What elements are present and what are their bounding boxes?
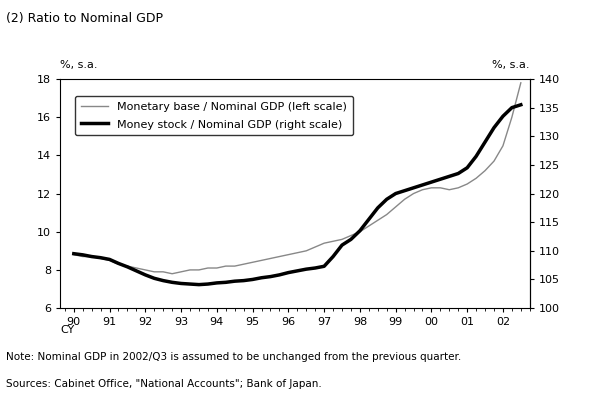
Text: Note: Nominal GDP in 2002/Q3 is assumed to be unchanged from the previous quarte: Note: Nominal GDP in 2002/Q3 is assumed …: [6, 352, 461, 361]
Text: CY: CY: [60, 325, 75, 335]
Money stock / Nominal GDP (right scale): [374, 205, 382, 210]
Text: (2) Ratio to Nominal GDP: (2) Ratio to Nominal GDP: [6, 12, 163, 25]
Legend: Monetary base / Nominal GDP (left scale), Money stock / Nominal GDP (right scale: Monetary base / Nominal GDP (left scale)…: [75, 96, 353, 135]
Monetary base / Nominal GDP (left scale): [508, 115, 515, 120]
Text: Sources: Cabinet Office, "National Accounts"; Bank of Japan.: Sources: Cabinet Office, "National Accou…: [6, 379, 322, 389]
Monetary base / Nominal GDP (left scale): [178, 269, 185, 274]
Text: %, s.a.: %, s.a.: [60, 60, 98, 70]
Monetary base / Nominal GDP (left scale): [213, 265, 220, 270]
Money stock / Nominal GDP (right scale): [195, 282, 202, 287]
Line: Money stock / Nominal GDP (right scale): Money stock / Nominal GDP (right scale): [74, 105, 521, 285]
Text: %, s.a.: %, s.a.: [492, 60, 530, 70]
Line: Monetary base / Nominal GDP (left scale): Monetary base / Nominal GDP (left scale): [74, 83, 521, 274]
Money stock / Nominal GDP (right scale): [222, 280, 229, 285]
Money stock / Nominal GDP (right scale): [401, 188, 408, 193]
Money stock / Nominal GDP (right scale): [508, 105, 515, 110]
Money stock / Nominal GDP (right scale): [213, 280, 220, 285]
Money stock / Nominal GDP (right scale): [169, 280, 176, 285]
Monetary base / Nominal GDP (left scale): [222, 264, 229, 269]
Monetary base / Nominal GDP (left scale): [517, 81, 524, 85]
Monetary base / Nominal GDP (left scale): [169, 271, 176, 276]
Money stock / Nominal GDP (right scale): [517, 102, 524, 107]
Monetary base / Nominal GDP (left scale): [70, 252, 78, 257]
Money stock / Nominal GDP (right scale): [70, 251, 78, 256]
Monetary base / Nominal GDP (left scale): [401, 197, 408, 202]
Monetary base / Nominal GDP (left scale): [374, 218, 382, 223]
